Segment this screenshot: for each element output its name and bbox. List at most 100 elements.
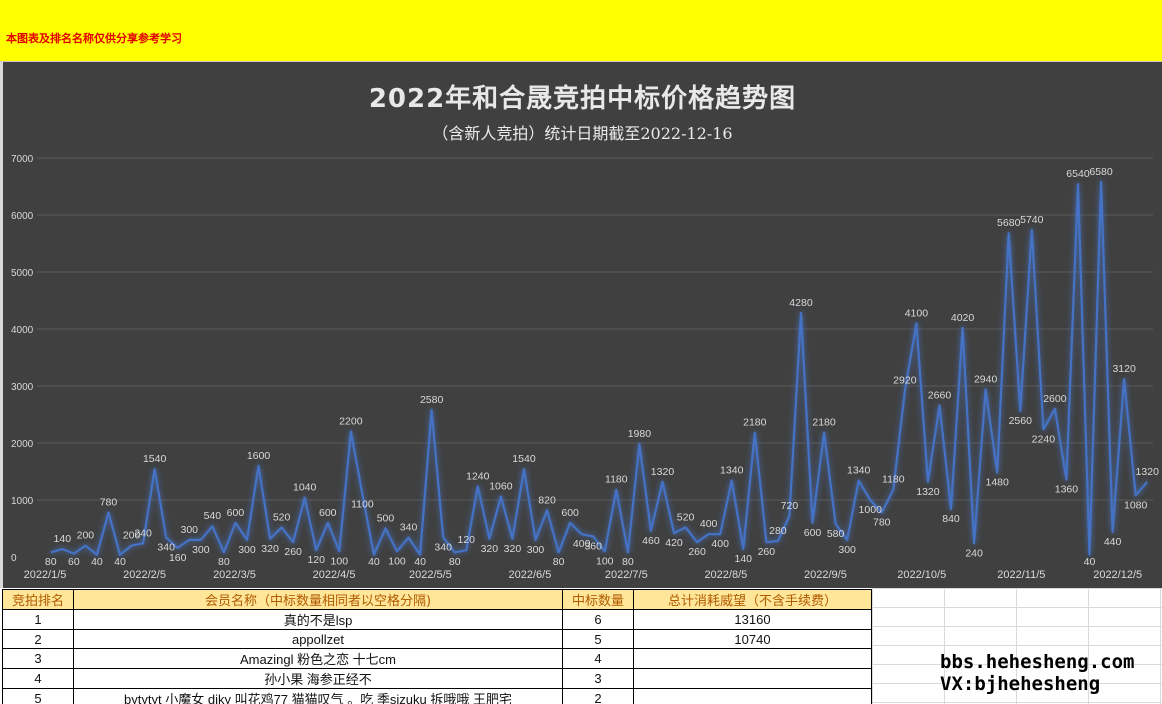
data-label: 720 <box>781 500 799 512</box>
data-label: 40 <box>1084 556 1096 568</box>
y-tick-label: 1000 <box>11 496 34 507</box>
sheet-edge <box>0 62 3 588</box>
data-label: 2600 <box>1043 393 1067 405</box>
data-label: 820 <box>538 494 556 506</box>
data-label: 2660 <box>928 389 952 401</box>
data-label: 320 <box>261 543 279 555</box>
data-label: 260 <box>284 546 302 558</box>
header-total-prestige: 总计消耗威望（不含手续费） <box>633 589 872 610</box>
table-row: 4 孙小果 海参正经不 3 <box>2 668 872 689</box>
series-line <box>50 180 1149 556</box>
data-label: 5680 <box>997 217 1021 229</box>
y-tick-label: 6000 <box>11 211 34 222</box>
data-label: 260 <box>688 546 706 558</box>
data-label: 1540 <box>143 453 167 465</box>
win-count-cell: 5 <box>562 629 634 649</box>
table-row: 3 Amazingl 粉色之恋 十七cm 4 <box>2 648 872 669</box>
data-label: 1060 <box>489 481 513 493</box>
data-label: 520 <box>677 511 695 523</box>
data-label: 600 <box>561 507 579 519</box>
win-count-cell: 4 <box>562 648 634 669</box>
x-tick-label: 2022/3/5 <box>213 569 256 581</box>
win-count-cell: 3 <box>562 668 634 689</box>
x-tick-label: 2022/7/5 <box>605 569 648 581</box>
x-tick-label: 2022/10/5 <box>897 569 946 581</box>
rank-cell: 3 <box>2 648 74 669</box>
data-label: 1080 <box>1124 499 1148 511</box>
data-label: 340 <box>434 542 452 554</box>
ranking-sheet: 竞拍排名 会员名称（中标数量相同者以空格分隔) 中标数量 总计消耗威望（不含手续… <box>0 588 1162 704</box>
data-label: 2940 <box>974 373 998 385</box>
rank-cell: 5 <box>2 688 74 704</box>
rank-cell: 2 <box>2 629 74 649</box>
chart-title: 2022年和合晟竞拍中标价格趋势图 <box>368 84 797 114</box>
data-label: 1340 <box>720 465 744 477</box>
data-label: 200 <box>123 530 141 542</box>
x-tick-label: 2022/1/5 <box>24 569 67 581</box>
data-label: 160 <box>169 552 187 564</box>
x-tick-label: 2022/2/5 <box>123 569 166 581</box>
data-label: 1000 <box>859 504 883 516</box>
data-label: 1540 <box>512 453 536 465</box>
sheet-grid <box>872 588 1162 704</box>
data-label: 300 <box>181 524 199 536</box>
data-label: 40 <box>91 556 103 568</box>
data-label: 240 <box>965 547 983 559</box>
data-label: 80 <box>45 556 57 568</box>
header-win-count: 中标数量 <box>562 589 634 610</box>
data-label: 40 <box>368 556 380 568</box>
rank-cell: 1 <box>2 609 74 630</box>
total-prestige-cell <box>633 648 872 669</box>
data-label: 140 <box>735 553 753 565</box>
data-label: 320 <box>504 543 522 555</box>
data-label: 1240 <box>466 470 490 482</box>
data-label: 840 <box>942 513 960 525</box>
data-label: 440 <box>1104 536 1122 548</box>
data-label: 300 <box>192 544 210 556</box>
win-count-cell: 2 <box>562 688 634 704</box>
watermark-site: bbs.hehesheng.com <box>940 651 1135 673</box>
data-label: 400 <box>700 518 718 530</box>
y-tick-label: 5000 <box>11 268 34 279</box>
x-tick-label: 2022/4/5 <box>313 569 356 581</box>
data-label: 2920 <box>893 375 917 387</box>
chart-subtitle: （含新人竞拍）统计日期截至2022-12-16 <box>432 124 733 143</box>
ranking-table: 竞拍排名 会员名称（中标数量相同者以空格分隔) 中标数量 总计消耗威望（不含手续… <box>2 589 872 704</box>
rank-cell: 4 <box>2 668 74 689</box>
data-label: 300 <box>838 544 856 556</box>
header-member-name: 会员名称（中标数量相同者以空格分隔) <box>73 589 563 610</box>
total-prestige-cell <box>633 668 872 689</box>
data-label: 300 <box>527 544 545 556</box>
data-label: 1340 <box>847 465 871 477</box>
table-header-row: 竞拍排名 会员名称（中标数量相同者以空格分隔) 中标数量 总计消耗威望（不含手续… <box>2 589 872 610</box>
data-label: 1040 <box>293 482 317 494</box>
data-label: 1480 <box>986 477 1010 489</box>
data-label: 40 <box>414 556 426 568</box>
data-label: 340 <box>157 542 175 554</box>
data-label: 1180 <box>882 474 905 486</box>
data-label: 80 <box>553 556 565 568</box>
member-name-cell: appollzet <box>73 629 563 649</box>
header-rank: 竞拍排名 <box>2 589 74 610</box>
data-label: 1100 <box>351 498 374 510</box>
data-label: 60 <box>68 556 80 568</box>
data-label: 6540 <box>1066 168 1090 180</box>
line-chart: 0 1000 2000 3000 4000 5000 6000 7000 2022/1/5 20… <box>11 154 1159 581</box>
data-label: 2240 <box>1032 433 1056 445</box>
member-name-cell: 孙小果 海参正经不 <box>73 668 563 689</box>
data-label: 460 <box>642 535 660 547</box>
data-label: 6580 <box>1089 166 1113 178</box>
data-label: 200 <box>77 530 95 542</box>
x-tick-label: 2022/6/5 <box>509 569 552 581</box>
y-tick-label: 3000 <box>11 382 34 393</box>
table-row: 2 appollzet 5 10740 <box>2 629 872 649</box>
data-label: 780 <box>873 517 891 529</box>
data-label: 420 <box>665 537 683 549</box>
total-prestige-cell: 13160 <box>633 609 872 630</box>
data-label: 4280 <box>789 297 813 309</box>
x-tick-label: 2022/5/5 <box>409 569 452 581</box>
data-label: 4100 <box>905 307 929 319</box>
x-tick-label: 2022/8/5 <box>704 569 747 581</box>
data-label: 400 <box>711 538 729 550</box>
y-tick-label: 4000 <box>11 325 34 336</box>
